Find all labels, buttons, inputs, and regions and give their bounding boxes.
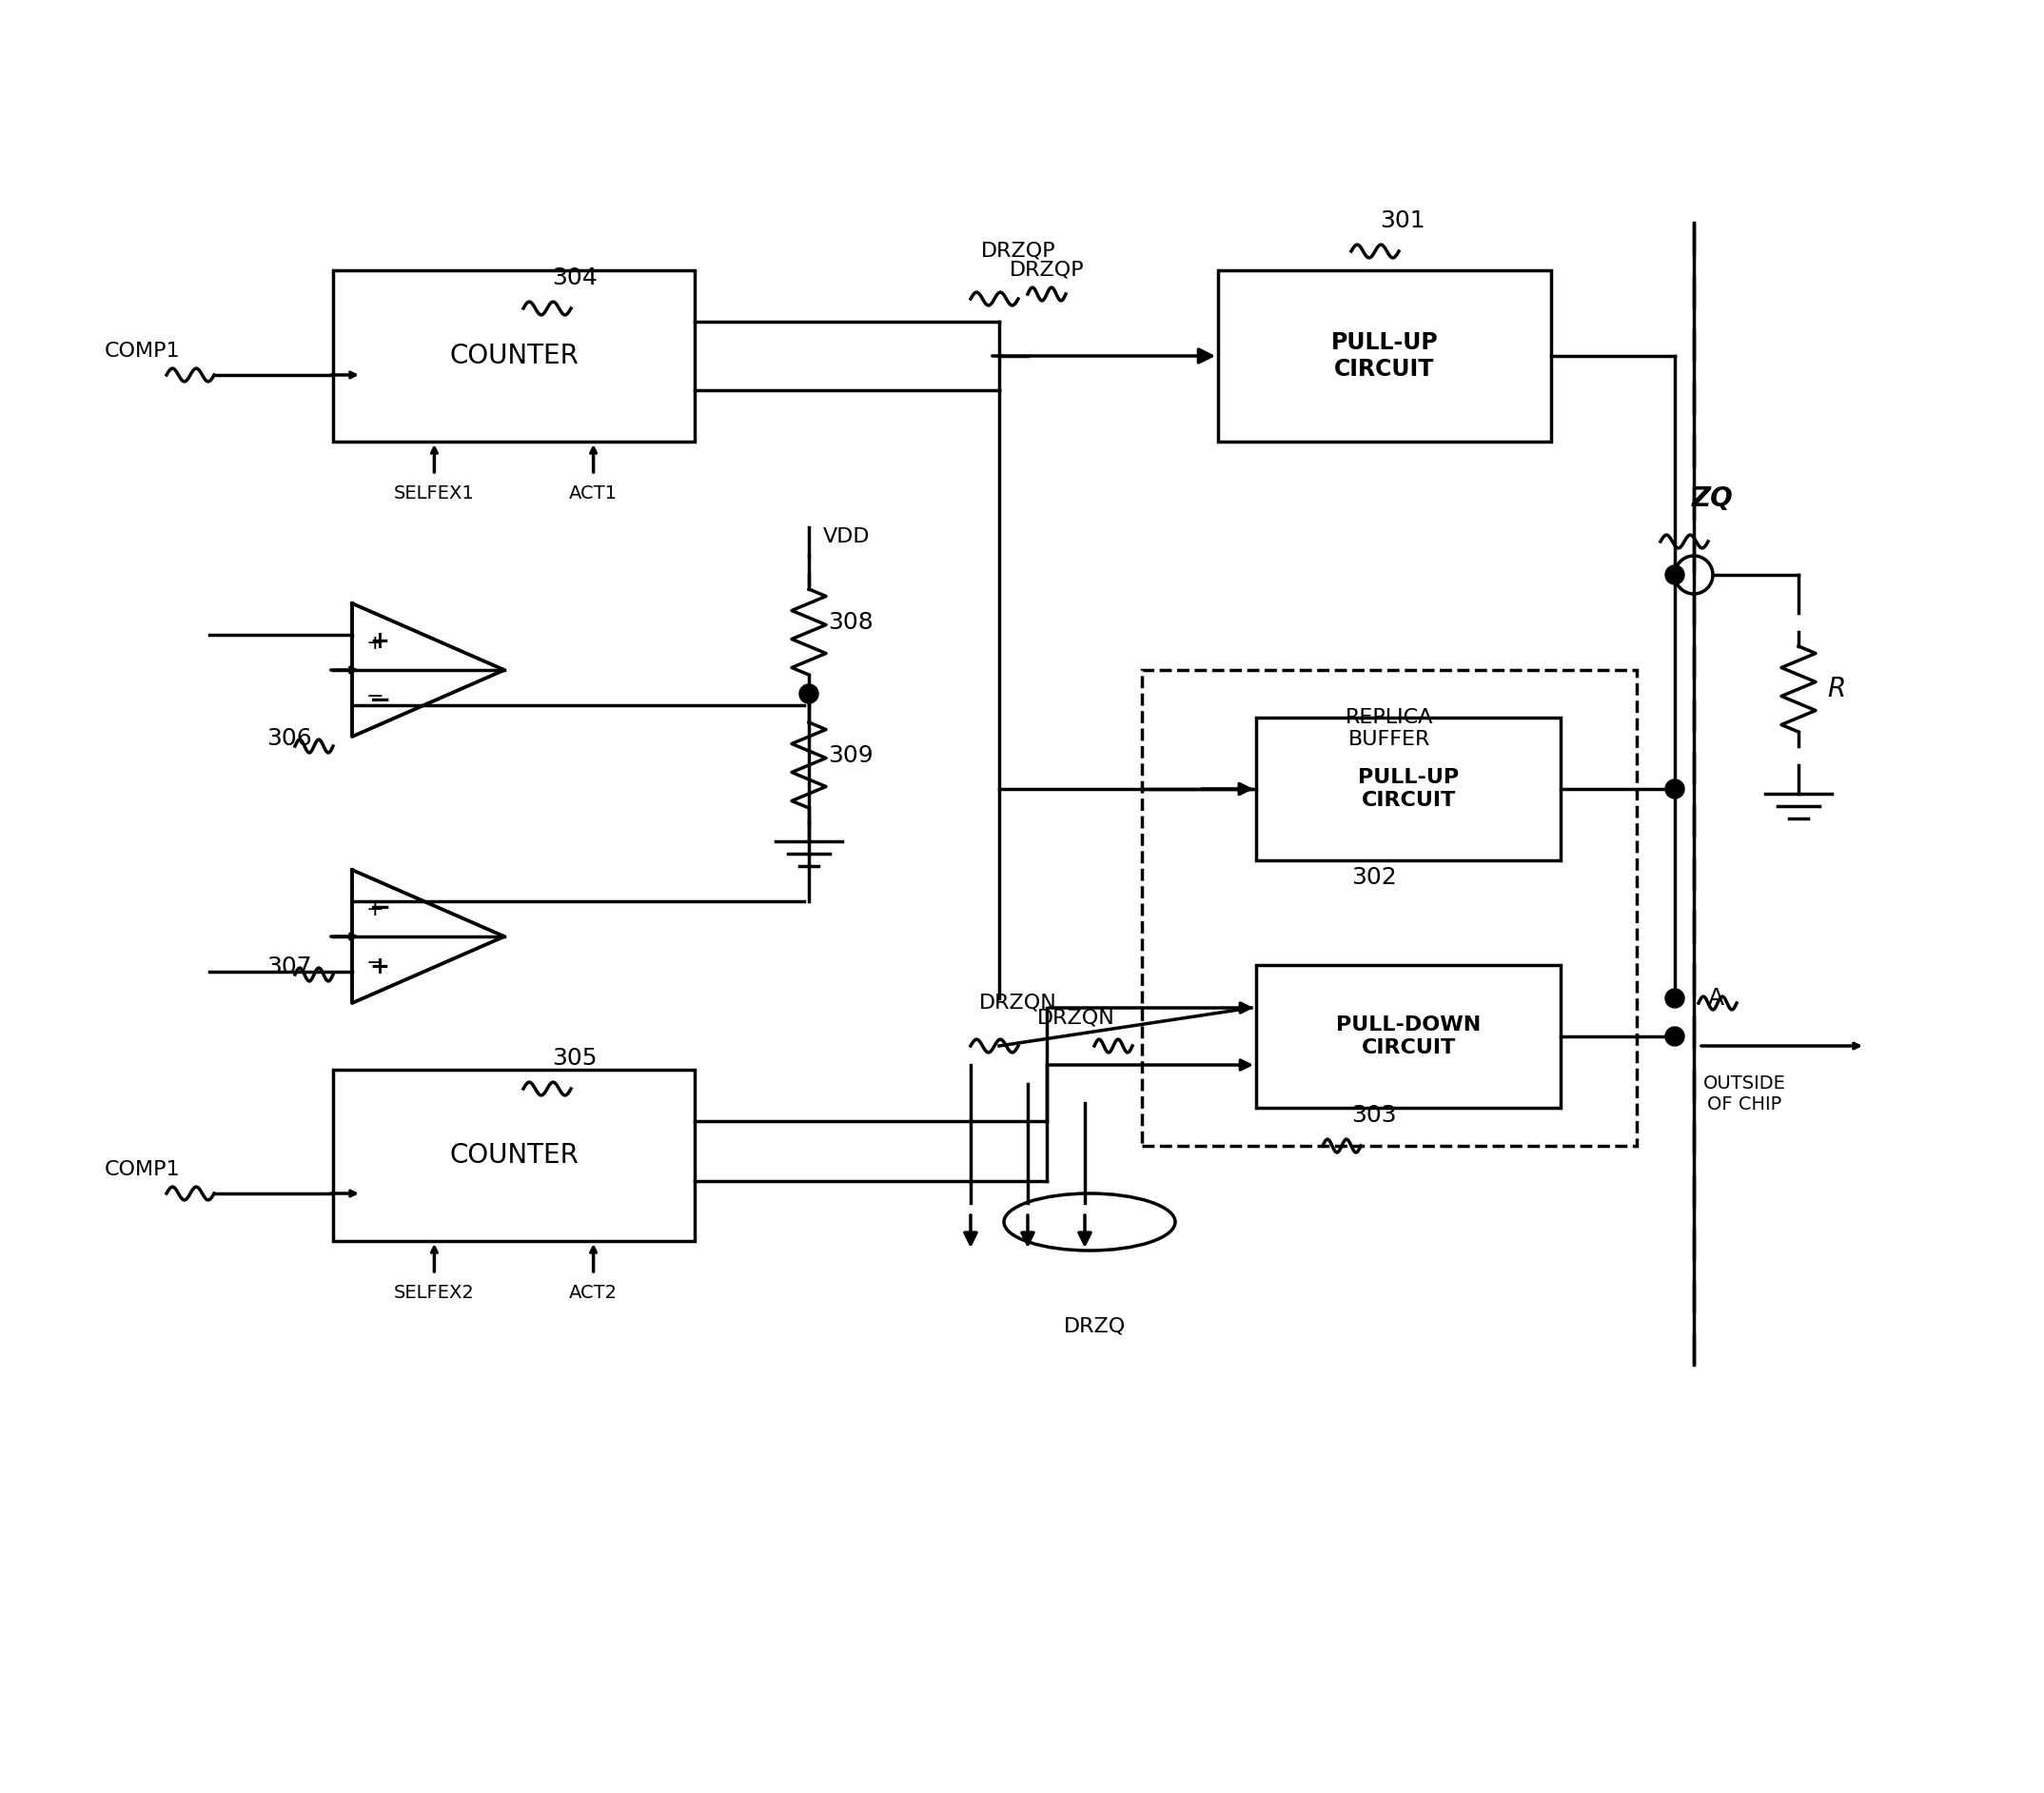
- Text: ZQ: ZQ: [1692, 486, 1733, 513]
- FancyBboxPatch shape: [333, 1070, 695, 1241]
- Text: +: +: [366, 900, 384, 920]
- Text: ACT1: ACT1: [568, 484, 617, 502]
- FancyBboxPatch shape: [1218, 271, 1551, 441]
- Text: R: R: [1827, 676, 1846, 703]
- Text: REPLICA
BUFFER: REPLICA BUFFER: [1345, 708, 1433, 749]
- Circle shape: [1666, 1027, 1684, 1045]
- Text: SELFEX1: SELFEX1: [394, 484, 474, 502]
- Text: DRZQN: DRZQN: [979, 993, 1057, 1013]
- Circle shape: [1666, 988, 1684, 1008]
- Text: 302: 302: [1351, 866, 1396, 889]
- Text: PULL-UP
CIRCUIT: PULL-UP CIRCUIT: [1357, 769, 1459, 809]
- Text: PULL-UP
CIRCUIT: PULL-UP CIRCUIT: [1331, 332, 1439, 380]
- Text: 306: 306: [266, 728, 313, 749]
- Text: COMP1: COMP1: [104, 1160, 180, 1180]
- FancyBboxPatch shape: [333, 271, 695, 441]
- Text: COUNTER: COUNTER: [450, 1142, 578, 1169]
- Text: 304: 304: [552, 267, 597, 289]
- Text: −: −: [366, 954, 384, 972]
- Text: +: +: [370, 629, 388, 653]
- Text: PULL-DOWN
CIRCUIT: PULL-DOWN CIRCUIT: [1337, 1017, 1480, 1056]
- Text: DRZQN: DRZQN: [1036, 1008, 1116, 1027]
- Text: OUTSIDE
OF CHIP: OUTSIDE OF CHIP: [1703, 1074, 1786, 1113]
- Text: DRZQP: DRZQP: [1010, 260, 1083, 280]
- Text: 308: 308: [828, 611, 873, 635]
- Text: A: A: [1709, 986, 1725, 1009]
- Circle shape: [799, 685, 818, 703]
- Text: DRZQP: DRZQP: [981, 242, 1055, 260]
- Text: 305: 305: [552, 1047, 597, 1070]
- Text: 309: 309: [828, 744, 873, 767]
- Text: +: +: [366, 635, 384, 653]
- Text: 307: 307: [266, 956, 313, 979]
- Circle shape: [1666, 565, 1684, 585]
- Text: −: −: [370, 895, 390, 922]
- Text: −: −: [366, 687, 384, 706]
- Text: 303: 303: [1351, 1104, 1396, 1126]
- Circle shape: [1666, 780, 1684, 798]
- Text: ACT2: ACT2: [568, 1284, 617, 1302]
- Text: −: −: [370, 687, 390, 714]
- Text: 301: 301: [1380, 210, 1425, 233]
- Text: COUNTER: COUNTER: [450, 342, 578, 369]
- Text: COMP1: COMP1: [104, 342, 180, 360]
- Text: SELFEX2: SELFEX2: [394, 1284, 474, 1302]
- FancyBboxPatch shape: [1257, 965, 1562, 1108]
- FancyBboxPatch shape: [1257, 717, 1562, 861]
- Text: DRZQ: DRZQ: [1063, 1318, 1126, 1336]
- Text: VDD: VDD: [824, 527, 871, 547]
- Text: +: +: [370, 956, 388, 979]
